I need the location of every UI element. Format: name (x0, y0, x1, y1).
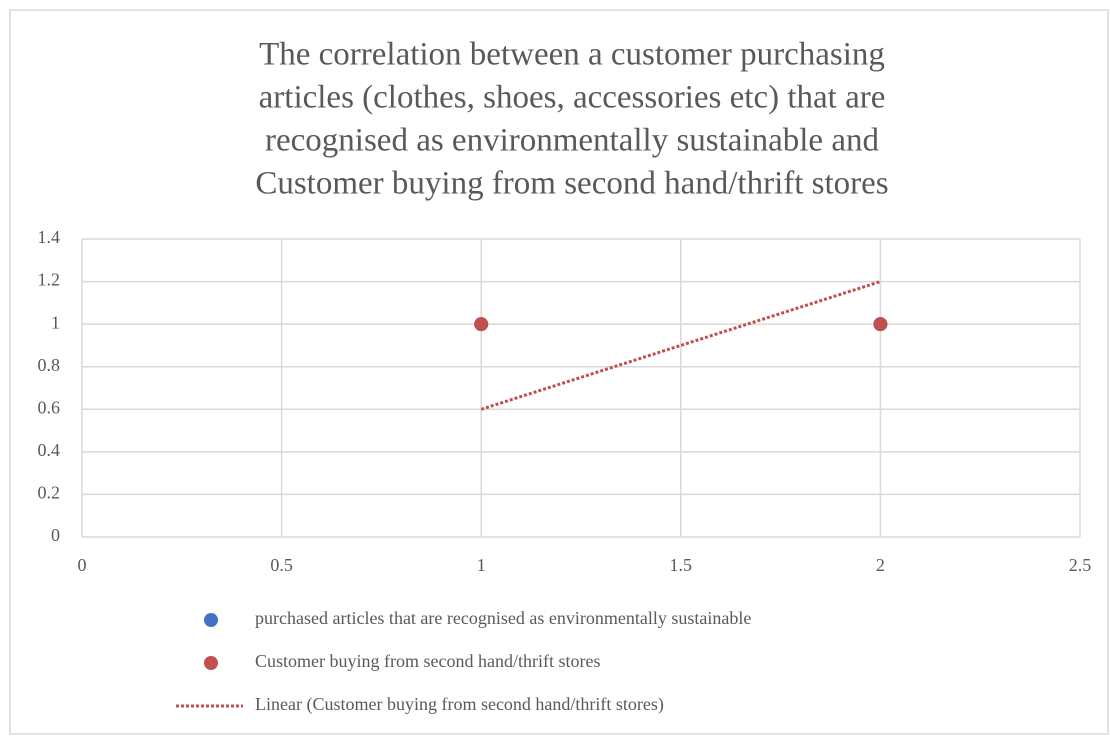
chart-title: recognised as environmentally sustainabl… (265, 123, 879, 159)
x-tick-label: 1 (477, 555, 486, 575)
y-tick-label: 0.2 (38, 483, 61, 503)
chart-title: The correlation between a customer purch… (259, 37, 885, 73)
x-tick-label: 0.5 (270, 555, 293, 575)
legend-label: Linear (Customer buying from second hand… (255, 694, 664, 715)
x-tick-label: 1.5 (670, 555, 693, 575)
point (474, 317, 489, 332)
legend-label: purchased articles that are recognised a… (255, 608, 751, 628)
legend-swatch (204, 656, 218, 670)
chart-title: articles (clothes, shoes, accessories et… (259, 80, 886, 116)
y-tick-label: 0 (51, 525, 60, 545)
y-tick-label: 1.2 (38, 270, 61, 290)
y-tick-label: 0.8 (38, 355, 61, 375)
x-tick-label: 2.5 (1069, 555, 1092, 575)
x-tick-label: 2 (876, 555, 885, 575)
y-tick-label: 1 (51, 312, 60, 332)
y-tick-label: 1.4 (38, 227, 61, 247)
y-tick-label: 0.4 (38, 440, 61, 460)
x-tick-label: 0 (78, 555, 87, 575)
chart-title: Customer buying from second hand/thrift … (255, 166, 888, 202)
legend-swatch (204, 613, 218, 627)
legend-label: Customer buying from second hand/thrift … (255, 651, 600, 671)
y-tick-label: 0.6 (38, 397, 61, 417)
chart-border (9, 9, 1109, 735)
point (873, 317, 888, 332)
